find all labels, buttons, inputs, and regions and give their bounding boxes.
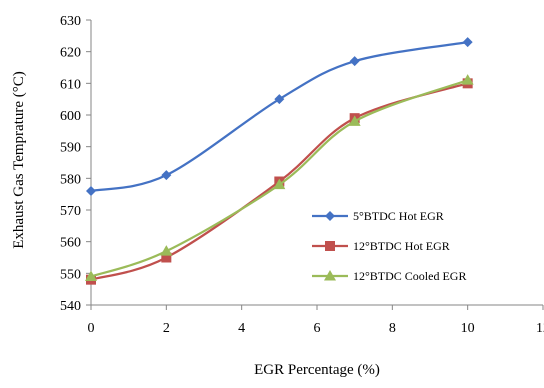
data-point	[161, 170, 172, 181]
data-point	[273, 178, 286, 190]
axes: 540 550 560 570 580 590 600 610 620 630 0 2 4 6 8 10 12	[60, 14, 544, 336]
data-point	[85, 270, 97, 281]
x-tick-label: 6	[314, 321, 321, 336]
y-tick-label: 610	[60, 77, 81, 92]
data-point	[86, 186, 96, 196]
x-tick-label: 2	[163, 321, 170, 336]
y-tick-label: 560	[60, 236, 81, 251]
data-point	[348, 115, 361, 126]
legend-marker	[324, 270, 336, 281]
y-tick-label: 630	[60, 14, 81, 29]
y-axis-title: Exhaust Gas Temprature (°C)	[11, 71, 27, 249]
data-point	[462, 37, 473, 48]
legend-marker	[325, 241, 335, 251]
series-3	[85, 74, 474, 281]
legend-marker	[325, 211, 335, 221]
x-tick-label: 4	[238, 321, 245, 336]
y-tick-label: 620	[60, 46, 81, 61]
y-tick-label: 550	[60, 267, 81, 282]
x-tick-label: 12	[536, 321, 544, 336]
y-tick-label: 590	[60, 141, 81, 156]
legend-label: 12°BTDC Cooled EGR	[353, 269, 466, 283]
y-tick-label: 570	[60, 204, 81, 219]
legend-item: 5°BTDC Hot EGR	[312, 209, 444, 223]
x-tick-label: 8	[389, 321, 396, 336]
data-point	[349, 56, 360, 67]
x-tick-label: 10	[461, 321, 475, 336]
legend-label: 12°BTDC Hot EGR	[353, 239, 450, 253]
legend-label: 5°BTDC Hot EGR	[353, 209, 444, 223]
legend: 5°BTDC Hot EGR 12°BTDC Hot EGR 12°BTDC Coo…	[312, 209, 466, 283]
series-group	[85, 37, 474, 285]
y-tick-label: 580	[60, 172, 81, 187]
data-point	[160, 245, 173, 256]
data-point	[461, 74, 474, 85]
data-point	[274, 94, 285, 105]
legend-item: 12°BTDC Cooled EGR	[312, 269, 466, 283]
y-tick-label: 600	[60, 109, 81, 124]
x-tick-label: 0	[88, 321, 95, 336]
x-axis-title: EGR Percentage (%)	[254, 362, 380, 378]
data-point	[161, 252, 172, 263]
series-line	[90, 41, 468, 193]
legend-item: 12°BTDC Hot EGR	[312, 239, 450, 253]
y-tick-label: 540	[60, 299, 81, 314]
series-1	[86, 37, 473, 196]
